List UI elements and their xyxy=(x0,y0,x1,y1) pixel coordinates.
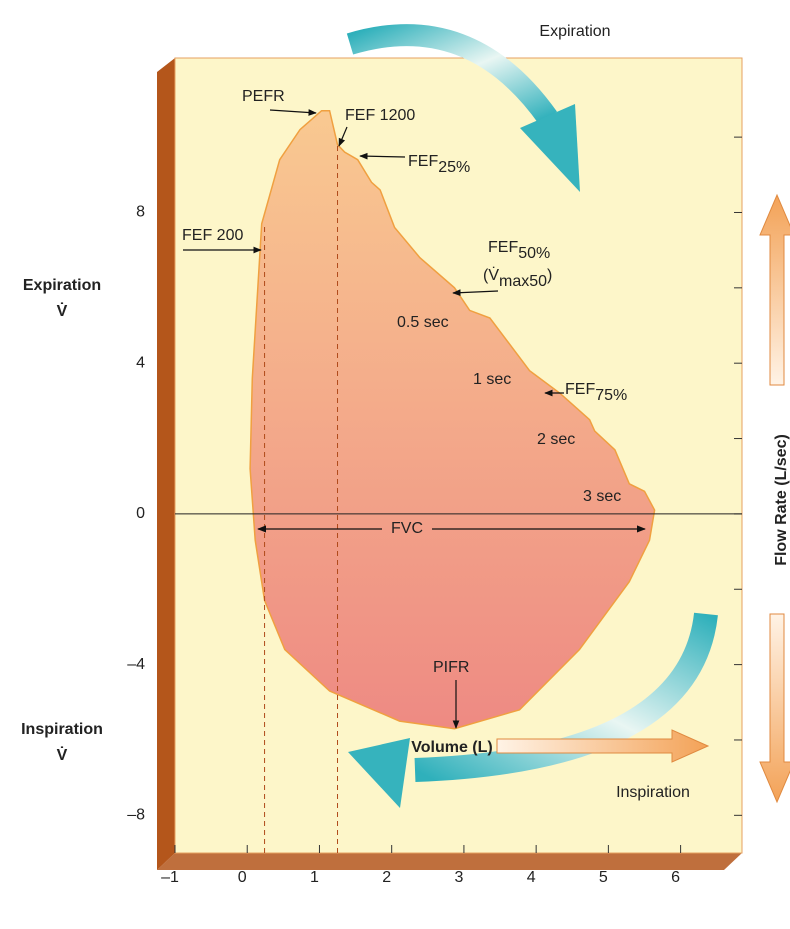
x-tick-label: –1 xyxy=(161,869,179,886)
expiration-arrow xyxy=(346,24,557,125)
annotation-pointer xyxy=(269,109,317,116)
x-tick-label: 1 xyxy=(310,869,319,886)
annotation: FEF 200 xyxy=(182,227,243,244)
annotation-text: FEF 1200 xyxy=(345,107,415,124)
inspiration-side-label: Inspiration xyxy=(21,721,103,738)
annotation-text: 0.5 sec xyxy=(397,314,449,331)
inspiration-arrow-head xyxy=(348,738,410,808)
frame-side xyxy=(157,58,175,870)
flow-up-arrow xyxy=(759,193,790,386)
fvc-label: FVC xyxy=(391,520,423,537)
expiration-arrow-head xyxy=(520,104,580,192)
x-tick-label: 4 xyxy=(527,869,536,886)
flow-volume-loop xyxy=(249,109,656,730)
x-tick-label: 6 xyxy=(671,869,680,886)
annotation: FEF50% xyxy=(488,239,550,262)
annotation-subscript: 75% xyxy=(595,387,627,404)
flow-symbol: V̇ xyxy=(57,746,68,764)
annotation-text: FEF xyxy=(408,153,438,170)
flow-down-arrow xyxy=(759,613,790,804)
y-tick-label: –8 xyxy=(127,807,145,824)
flow-symbol: V̇ xyxy=(57,302,68,320)
annotation: PEFR xyxy=(242,88,285,105)
annotation-subscript: 50% xyxy=(518,245,550,262)
annotation-subscript: max50 xyxy=(499,273,547,290)
annotation-text: 1 sec xyxy=(473,371,511,388)
annotation: 3 sec xyxy=(583,488,621,505)
annotation: 2 sec xyxy=(537,431,575,448)
y-axis-label: Flow Rate (L/sec) xyxy=(773,434,790,566)
annotation-text: PIFR xyxy=(433,659,469,676)
annotation-text: FEF xyxy=(565,381,595,398)
inspiration-arrow-label: Inspiration xyxy=(616,784,690,801)
annotation: FEF75% xyxy=(565,381,627,404)
expiration-arrow-label: Expiration xyxy=(539,23,610,40)
annotation: PIFR xyxy=(433,659,469,676)
y-tick-label: 0 xyxy=(136,505,145,522)
annotation-text: ) xyxy=(547,267,552,284)
annotation-text: 3 sec xyxy=(583,488,621,505)
x-axis-label: Volume (L) xyxy=(411,739,492,756)
annotation-pointer xyxy=(359,152,406,160)
y-tick-label: –4 xyxy=(127,656,145,673)
annotation: FEF 1200 xyxy=(345,107,415,124)
x-tick-label: 2 xyxy=(382,869,391,886)
annotation-text: FEF 200 xyxy=(182,227,243,244)
annotation-text: FEF xyxy=(488,239,518,256)
annotation: FEF25% xyxy=(408,153,470,176)
annotation-pointer xyxy=(338,126,348,147)
annotation-text: 2 sec xyxy=(537,431,575,448)
x-tick-label: 5 xyxy=(599,869,608,886)
annotation-text: (V̇ xyxy=(483,266,499,284)
y-tick-label: 8 xyxy=(136,204,145,221)
volume-arrow xyxy=(496,729,710,763)
frame-base xyxy=(157,853,742,870)
inspiration-arrow xyxy=(414,612,718,782)
annotation: 0.5 sec xyxy=(397,314,449,331)
y-tick-label: 4 xyxy=(136,354,145,371)
annotation-pointer xyxy=(452,289,499,297)
annotation-text: PEFR xyxy=(242,88,285,105)
annotation-subscript: 25% xyxy=(438,159,470,176)
expiration-side-label: Expiration xyxy=(23,277,101,294)
annotation: (V̇max50) xyxy=(483,266,552,290)
x-tick-label: 3 xyxy=(454,869,463,886)
x-tick-label: 0 xyxy=(238,869,247,886)
annotation: 1 sec xyxy=(473,371,511,388)
